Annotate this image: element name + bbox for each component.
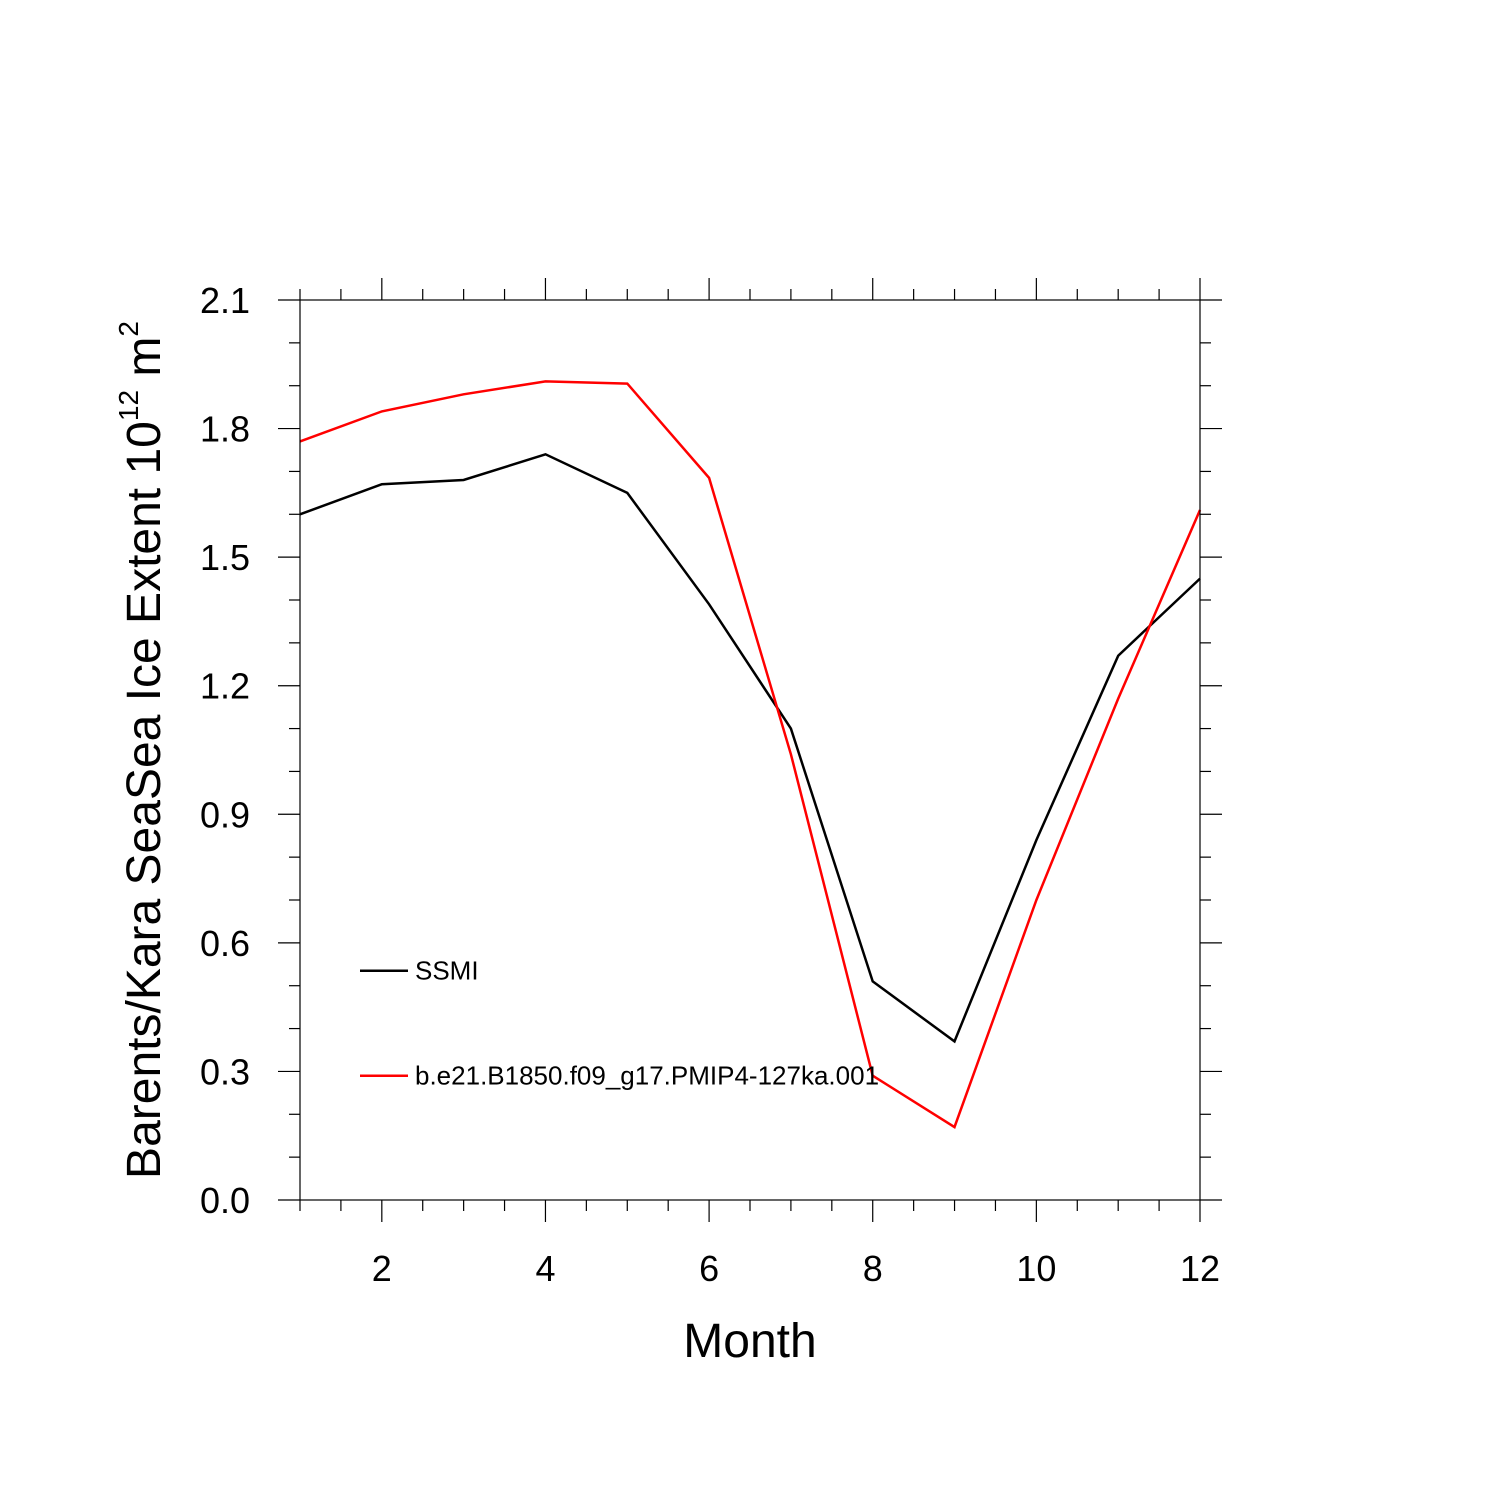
x-tick-labels: 2 4 6 8 10 12 — [372, 1248, 1220, 1289]
legend-label-pmip4: b.e21.B1850.f09_g17.PMIP4-127ka.001 — [415, 1061, 879, 1091]
y-axis-title-unit-exponent: 2 — [113, 321, 144, 337]
series-line-pmip4 — [299, 380, 1202, 1129]
x-axis-title: Month — [683, 1315, 816, 1368]
y-axis-title-main: Barents/Kara SeaSea Ice Extent 10 — [118, 421, 171, 1179]
y-axis-title-exponent: 12 — [113, 390, 144, 421]
legend: SSMI b.e21.B1850.f09_g17.PMIP4-127ka.001 — [360, 956, 879, 1091]
y-axis-title: Barents/Kara SeaSea Ice Extent 1012 m2 — [113, 321, 171, 1179]
y-tick-label: 1.8 — [200, 409, 250, 450]
series-lines — [299, 380, 1202, 1129]
x-tick-label: 12 — [1180, 1248, 1220, 1289]
y-tick-labels: 0.0 0.3 0.6 0.9 1.2 1.5 1.8 2.1 — [200, 280, 250, 1221]
y-tick-label: 0.6 — [200, 923, 250, 964]
axis-ticks — [278, 278, 1222, 1222]
y-tick-label: 1.5 — [200, 537, 250, 578]
y-tick-label: 1.2 — [200, 666, 250, 707]
y-tick-label: 2.1 — [200, 280, 250, 321]
y-axis-title-unit: m — [118, 337, 171, 390]
x-tick-label: 4 — [535, 1248, 555, 1289]
plot-frame — [299, 299, 1201, 1201]
y-tick-label: 0.0 — [200, 1180, 250, 1221]
y-tick-label: 0.3 — [200, 1051, 250, 1092]
x-tick-label: 6 — [699, 1248, 719, 1289]
x-tick-label: 8 — [863, 1248, 883, 1289]
y-tick-label: 0.9 — [200, 794, 250, 835]
x-tick-label: 10 — [1016, 1248, 1056, 1289]
legend-label-ssmi: SSMI — [415, 956, 479, 986]
x-tick-label: 2 — [372, 1248, 392, 1289]
series-line-ssmi — [299, 452, 1201, 1044]
